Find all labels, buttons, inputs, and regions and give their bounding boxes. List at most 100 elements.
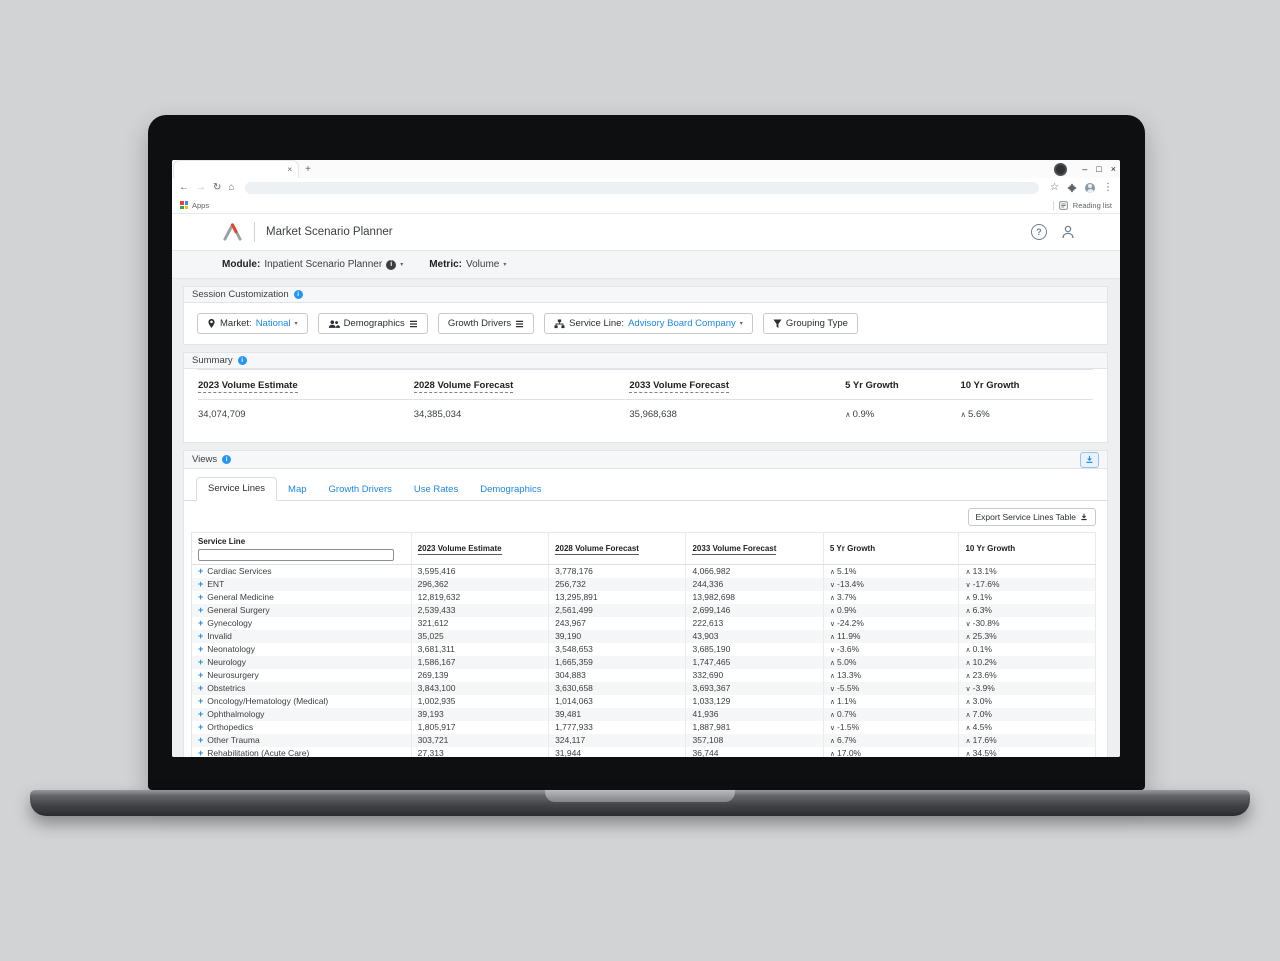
expand-plus-icon[interactable]: + xyxy=(198,683,204,693)
vol-2033-cell: 3,685,190 xyxy=(685,643,824,656)
service-line-cell[interactable]: + Neurology xyxy=(191,656,412,669)
service-line-cell[interactable]: + General Surgery xyxy=(191,604,412,617)
expand-plus-icon[interactable]: + xyxy=(198,696,204,706)
info-icon[interactable]: i xyxy=(237,356,247,365)
info-icon[interactable]: i xyxy=(293,290,303,299)
service-line-cell[interactable]: + Other Trauma xyxy=(191,734,412,747)
expand-plus-icon[interactable]: + xyxy=(198,657,204,667)
expand-plus-icon[interactable]: + xyxy=(198,748,204,757)
table-row: + Gynecology 321,612 243,967 222,613 ∨ -24… xyxy=(191,617,1096,630)
info-icon[interactable]: i xyxy=(222,455,232,464)
service-line-search-input[interactable] xyxy=(198,548,395,561)
service-line-cell[interactable]: + Invalid xyxy=(191,630,412,643)
expand-plus-icon[interactable]: + xyxy=(198,631,204,641)
reading-list-icon[interactable] xyxy=(1059,200,1068,210)
export-service-lines-button[interactable]: Export Service Lines Table xyxy=(967,508,1096,526)
service-line-cell[interactable]: + Ophthalmology xyxy=(191,708,412,721)
service-line-name: General Surgery xyxy=(207,605,270,615)
service-line-cell[interactable]: + Rehabilitation (Acute Care) xyxy=(191,747,412,757)
col-2028-volume[interactable]: 2028 Volume Forecast xyxy=(548,532,687,565)
expand-plus-icon[interactable]: + xyxy=(198,644,204,654)
growth-5yr-cell: ∧ 0.7% xyxy=(823,708,960,721)
expand-plus-icon[interactable]: + xyxy=(198,579,204,589)
minimize-button[interactable]: – xyxy=(1082,164,1088,174)
tab-close-icon[interactable]: × xyxy=(287,165,292,174)
expand-plus-icon[interactable]: + xyxy=(198,735,204,745)
col-5yr-growth[interactable]: 5 Yr Growth xyxy=(823,532,960,565)
tab-use-rates[interactable]: Use Rates xyxy=(413,484,459,495)
export-views-button[interactable] xyxy=(1080,451,1099,468)
growth-10yr-cell: ∧ 17.6% xyxy=(958,734,1096,747)
tab-growth-drivers[interactable]: Growth Drivers xyxy=(328,484,392,495)
service-line-button[interactable]: Service Line: Advisory Board Company ▾ xyxy=(544,313,753,334)
growth-direction-icon: ∧ xyxy=(965,659,971,667)
user-icon[interactable] xyxy=(1060,224,1076,240)
module-selector[interactable]: Module: Inpatient Scenario Planner i ▾ xyxy=(222,259,403,270)
table-row: + Cardiac Services 3,595,416 3,778,176 4,… xyxy=(191,564,1096,578)
new-tab-button[interactable]: + xyxy=(305,163,311,175)
expand-plus-icon[interactable]: + xyxy=(198,618,204,628)
expand-plus-icon[interactable]: + xyxy=(198,566,204,576)
expand-plus-icon[interactable]: + xyxy=(198,709,204,719)
close-button[interactable]: × xyxy=(1110,164,1116,174)
vol-2033-cell: 1,887,981 xyxy=(685,721,824,734)
expand-plus-icon[interactable]: + xyxy=(198,670,204,680)
reading-list-label[interactable]: Reading list xyxy=(1072,200,1112,210)
forward-icon[interactable]: → xyxy=(196,181,206,193)
service-line-cell[interactable]: + Obstetrics xyxy=(191,682,412,695)
metric-selector[interactable]: Metric: Volume ▾ xyxy=(429,259,506,270)
growth-direction-icon: ∧ xyxy=(960,410,967,419)
growth-direction-icon: ∧ xyxy=(829,594,836,602)
home-icon[interactable]: ⌂ xyxy=(228,181,235,193)
col-10yr-growth[interactable]: 10 Yr Growth xyxy=(958,532,1096,565)
service-line-cell[interactable]: + General Medicine xyxy=(191,591,412,604)
vol-2023-cell: 1,586,167 xyxy=(411,656,550,669)
address-bar[interactable] xyxy=(245,181,1040,194)
expand-plus-icon[interactable]: + xyxy=(198,592,204,602)
market-button[interactable]: Market: National ▾ xyxy=(197,313,308,334)
col-2033-volume[interactable]: 2033 Volume Forecast xyxy=(685,532,824,565)
back-icon[interactable]: ← xyxy=(179,181,189,193)
service-line-cell[interactable]: + Orthopedics xyxy=(191,721,412,734)
tab-service-lines[interactable]: Service Lines xyxy=(196,477,278,501)
service-line-cell[interactable]: + Neonatology xyxy=(191,643,412,656)
service-line-value: Advisory Board Company xyxy=(628,318,736,329)
table-row: + General Surgery 2,539,433 2,561,499 2,6… xyxy=(191,604,1096,617)
extensions-icon[interactable] xyxy=(1067,183,1077,193)
module-info-icon[interactable]: i xyxy=(386,259,397,270)
vol-2028-cell: 1,014,063 xyxy=(548,695,687,708)
tab-demographics[interactable]: Demographics xyxy=(480,484,542,495)
growth-value: 23.6% xyxy=(972,669,997,680)
growth-direction-icon: ∨ xyxy=(965,620,971,628)
growth-direction-icon: ∧ xyxy=(829,750,836,758)
browser-tab[interactable]: × xyxy=(173,160,299,178)
apps-label[interactable]: Apps xyxy=(192,200,210,210)
maximize-button[interactable]: □ xyxy=(1096,164,1102,174)
growth-direction-icon: ∧ xyxy=(829,568,836,576)
help-icon[interactable]: ? xyxy=(1031,224,1047,240)
vol-2023-cell: 1,002,935 xyxy=(411,695,550,708)
col-2023-volume[interactable]: 2023 Volume Estimate xyxy=(411,532,550,565)
apps-grid-icon[interactable] xyxy=(180,201,188,209)
profile-avatar[interactable] xyxy=(1085,182,1095,193)
growth-10yr-cell: ∨ -17.6% xyxy=(958,578,1096,591)
demographics-button[interactable]: Demographics xyxy=(317,313,428,334)
service-line-cell[interactable]: + Oncology/Hematology (Medical) xyxy=(191,695,412,708)
bookmark-star-icon[interactable]: ☆ xyxy=(1050,182,1059,193)
service-line-cell[interactable]: + Neurosurgery xyxy=(191,669,412,682)
service-line-cell[interactable]: + ENT xyxy=(191,578,412,591)
demographics-label: Demographics xyxy=(343,318,405,329)
summary-2023-value: 34,074,709 xyxy=(198,409,246,420)
expand-plus-icon[interactable]: + xyxy=(198,605,204,615)
growth-5yr-cell: ∨ -5.5% xyxy=(823,682,960,695)
tab-map[interactable]: Map xyxy=(288,484,307,495)
reload-icon[interactable]: ↻ xyxy=(213,181,222,193)
vol-2033-cell: 1,747,465 xyxy=(685,656,824,669)
service-line-cell[interactable]: + Cardiac Services xyxy=(191,564,412,578)
service-line-name: Cardiac Services xyxy=(207,566,272,576)
expand-plus-icon[interactable]: + xyxy=(198,722,204,732)
service-line-cell[interactable]: + Gynecology xyxy=(191,617,412,630)
growth-drivers-button[interactable]: Growth Drivers xyxy=(437,313,535,334)
grouping-type-button[interactable]: Grouping Type xyxy=(762,313,858,334)
menu-dots-icon[interactable]: ⋮ xyxy=(1103,182,1113,193)
